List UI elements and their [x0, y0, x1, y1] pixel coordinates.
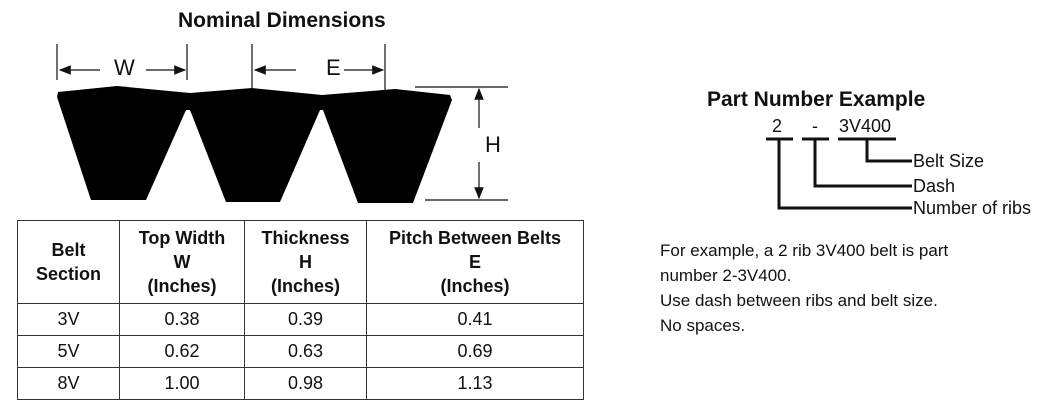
cell: 0.69 [366, 335, 584, 368]
cell: 0.41 [366, 303, 584, 336]
cell: 1.00 [119, 367, 245, 400]
belt-size-label: Belt Size [913, 151, 985, 171]
dash-label: Dash [913, 176, 956, 196]
dimensions-table: Belt Section Top Width W (Inches) Thickness… [17, 220, 584, 400]
header-top-width: Top Width W (Inches) [119, 220, 245, 304]
part-number-title: Part Number Example [707, 88, 926, 111]
cell: 8V [17, 367, 120, 400]
belt-profile [57, 86, 452, 203]
cell: 1.13 [366, 367, 584, 400]
explanation-text: For example, a 2 rib 3V400 belt is part n… [660, 241, 949, 335]
table-row: 5V 0.62 0.63 0.69 [17, 335, 584, 368]
cell: 3V [17, 303, 120, 336]
part-number-leaders [766, 137, 912, 210]
cell: 0.98 [244, 367, 367, 400]
dash-value: - [812, 116, 818, 136]
cell: 0.62 [119, 335, 245, 368]
table-row: 3V 0.38 0.39 0.41 [17, 303, 584, 336]
cell: 0.39 [244, 303, 367, 336]
cell: 5V [17, 335, 120, 368]
cell: 0.63 [244, 335, 367, 368]
ribs-label: Number of ribs [913, 198, 1032, 218]
h-label: H [485, 132, 501, 157]
ribs-value: 2 [772, 116, 783, 136]
size-value: 3V400 [839, 116, 892, 136]
header-pitch: Pitch Between Belts E (Inches) [366, 220, 584, 304]
e-label: E [326, 55, 341, 80]
header-belt-section: Belt Section [17, 220, 120, 304]
w-label: W [114, 55, 135, 80]
header-thickness: Thickness H (Inches) [244, 220, 367, 304]
diagram-title: Nominal Dimensions [178, 9, 386, 32]
cell: 0.38 [119, 303, 245, 336]
table-row: 8V 1.00 0.98 1.13 [17, 367, 584, 400]
